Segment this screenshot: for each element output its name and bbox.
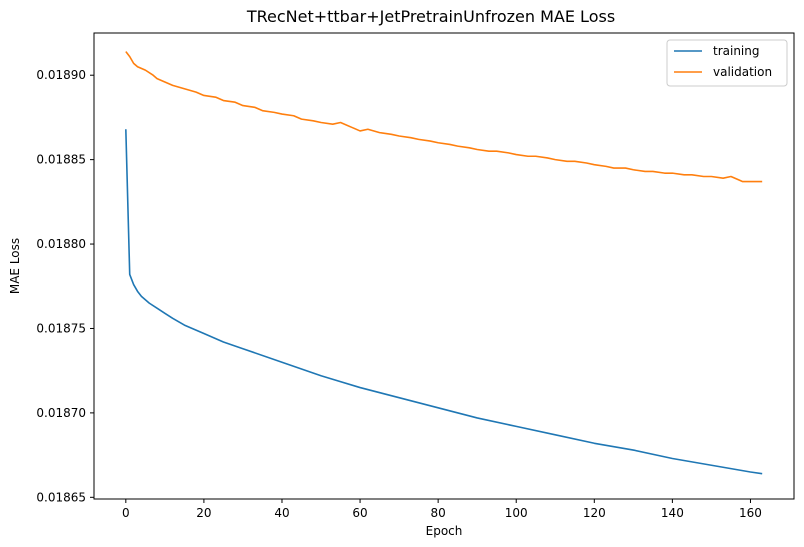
x-axis-ticks: 0 20 40 60 80 100 120 140 160: [122, 499, 762, 520]
x-tick-label: 20: [196, 506, 211, 520]
y-tick-label: 0.01890: [36, 68, 86, 82]
x-tick-label: 120: [583, 506, 606, 520]
x-axis-label: Epoch: [426, 524, 463, 538]
x-tick-label: 0: [122, 506, 130, 520]
x-tick-label: 40: [274, 506, 289, 520]
y-tick-label: 0.01865: [36, 490, 86, 504]
plot-lines: [125, 51, 763, 475]
y-tick-label: 0.01880: [36, 237, 86, 251]
y-axis-label: MAE Loss: [8, 238, 22, 294]
legend-label-training: training: [713, 44, 760, 58]
chart-legend: training validation: [666, 39, 788, 87]
x-tick-label: 140: [661, 506, 684, 520]
x-tick-label: 60: [352, 506, 367, 520]
plot-frame: [93, 32, 795, 500]
y-tick-label: 0.01885: [36, 153, 86, 167]
x-tick-label: 100: [505, 506, 528, 520]
y-axis-ticks: 0.01865 0.01870 0.01875 0.01880 0.01885 0.018…: [36, 68, 94, 504]
y-tick-label: 0.01875: [36, 321, 86, 335]
x-tick-label: 160: [739, 506, 762, 520]
series-line-validation: [125, 51, 763, 183]
x-tick-label: 80: [431, 506, 446, 520]
series-line-training: [125, 129, 763, 475]
chart-title: TRecNet+ttbar+JetPretrainUnfrozen MAE Lo…: [246, 7, 615, 26]
legend-label-validation: validation: [713, 65, 772, 79]
y-tick-label: 0.01870: [36, 406, 86, 420]
